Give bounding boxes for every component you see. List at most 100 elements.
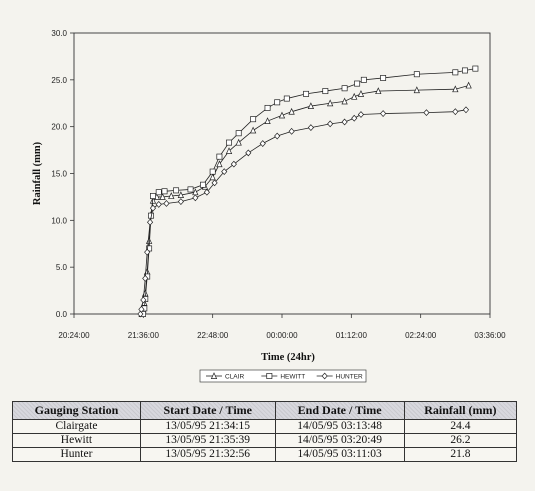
data-point-hewitt (187, 186, 194, 193)
data-point-hunter (351, 114, 358, 122)
data-point-hewitt (173, 187, 180, 194)
data-point-hewitt (264, 104, 271, 111)
legend-marker-clair (210, 372, 218, 379)
data-point-hunter (452, 108, 459, 116)
data-point-hunter (230, 160, 237, 168)
data-point-clair (264, 117, 271, 124)
header-end-date-time: End Date / Time (274, 401, 405, 420)
data-point-clair (177, 191, 185, 198)
data-point-hunter (140, 296, 147, 304)
data-point-hunter (274, 132, 281, 140)
data-point-clair (288, 107, 295, 115)
data-point-hewitt (250, 116, 257, 123)
x-tick-label: 03:36:00 (474, 331, 506, 340)
data-point-hunter (211, 179, 218, 187)
legend-label-clair: CLAIR (225, 373, 244, 380)
data-point-clair (209, 173, 216, 181)
header-rainfall: Rainfall (mm) (403, 401, 518, 420)
data-point-clair (149, 196, 157, 204)
end-time: 14/05/95 03:13:48 (274, 419, 405, 434)
data-point-hunter (147, 218, 154, 226)
y-tick-label: 0.0 (56, 310, 68, 319)
data-point-clair (249, 126, 257, 134)
x-tick-label: 02:24:00 (405, 331, 437, 340)
y-tick-label: 20.0 (51, 123, 67, 132)
data-point-hunter (423, 109, 430, 117)
rainfall-total: 21.8 (403, 447, 518, 462)
x-tick-label: 01:12:00 (336, 331, 368, 340)
rainfall-total: 24.4 (403, 419, 518, 434)
legend-marker-hewitt (266, 373, 273, 379)
series-hunter (137, 106, 470, 318)
data-point-hunter (149, 204, 157, 212)
data-point-hewitt (155, 189, 162, 196)
data-point-hunter (462, 106, 470, 114)
data-point-hewitt (161, 188, 168, 195)
data-point-hunter (203, 188, 210, 196)
data-point-clair (375, 87, 382, 95)
data-point-hunter (380, 110, 387, 117)
station-name: Clairgate (12, 419, 141, 434)
summary-table: Gauging Station Start Date / Time End Da… (12, 401, 518, 462)
y-tick-label: 5.0 (56, 263, 68, 272)
series-hewitt (140, 65, 479, 317)
data-point-clair (307, 102, 315, 110)
data-point-clair (192, 188, 199, 196)
data-point-hunter (245, 149, 252, 157)
header-start-date-time: Start Date / Time (139, 401, 276, 420)
data-point-hewitt (452, 69, 459, 76)
station-name: Hewitt (12, 433, 141, 448)
data-point-hewitt (354, 80, 361, 87)
end-time: 14/05/95 03:11:03 (274, 447, 405, 462)
table-row: Hunter 13/05/95 21:32:56 14/05/95 03:11:… (12, 447, 518, 462)
data-point-hunter (138, 305, 145, 313)
series-line-hunter (139, 109, 467, 315)
data-point-hewitt (341, 85, 348, 92)
rainfall-total: 26.2 (403, 433, 518, 448)
data-point-clair (357, 90, 365, 97)
data-point-clair (341, 97, 348, 105)
data-point-hewitt (380, 75, 387, 81)
station-name: Hunter (12, 447, 141, 462)
header-gauging-station: Gauging Station (12, 401, 141, 420)
legend: CLAIR HEWITT HUNTER (199, 369, 367, 383)
data-point-hunter (221, 168, 228, 176)
data-point-clair (216, 160, 223, 168)
data-point-hunter (177, 198, 184, 206)
data-point-clair (452, 85, 459, 93)
data-point-hewitt (413, 71, 420, 78)
data-point-hunter (192, 194, 199, 202)
data-point-hewitt (322, 88, 329, 95)
data-point-clair (159, 193, 166, 200)
table-row: Clairgate 13/05/95 21:34:15 14/05/95 03:… (12, 419, 518, 434)
data-point-clair (413, 86, 420, 94)
data-point-hewitt (216, 153, 223, 160)
data-point-hewitt (274, 99, 281, 106)
data-point-hunter (357, 111, 365, 118)
data-point-clair (465, 81, 472, 89)
plot-frame (73, 32, 491, 315)
start-time: 13/05/95 21:32:56 (139, 447, 276, 462)
x-tick-label: 00:00:00 (266, 331, 298, 340)
data-point-hunter (259, 140, 266, 147)
y-tick-label: 15.0 (51, 170, 67, 179)
data-point-hewitt (360, 76, 367, 83)
data-point-hunter (144, 248, 151, 256)
x-tick-label: 21:36:00 (128, 331, 160, 340)
data-point-hunter (155, 200, 162, 208)
x-axis-title: Time (24hr) (261, 352, 315, 363)
data-point-hewitt (462, 67, 468, 74)
data-point-hewitt (226, 139, 232, 146)
data-point-hewitt (235, 130, 242, 137)
y-axis-title: Rainfall (mm) (32, 141, 43, 205)
series-line-clair (141, 85, 469, 315)
data-point-clair (168, 192, 175, 199)
legend-label-hewitt: HEWITT (280, 373, 305, 380)
y-tick-label: 30.0 (51, 29, 67, 38)
y-tick-label: 25.0 (51, 76, 67, 85)
data-point-hunter (163, 200, 170, 207)
data-point-clair (351, 92, 358, 100)
data-point-hunter (327, 120, 334, 128)
start-time: 13/05/95 21:35:39 (139, 433, 276, 448)
